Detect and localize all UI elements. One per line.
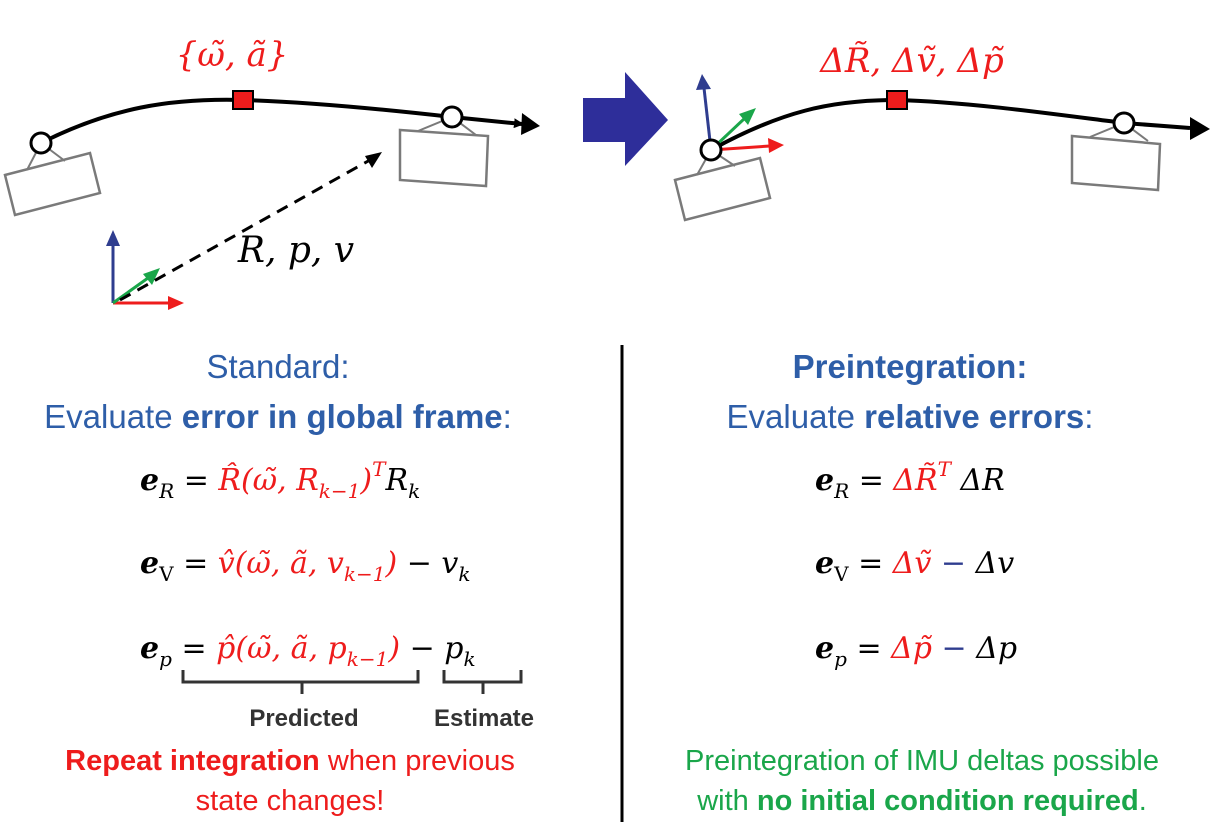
left-start-node — [29, 131, 53, 155]
global-pose-arrowhead — [365, 152, 382, 168]
standard-column: Standard: Evaluate error in global frame… — [44, 348, 534, 817]
preintegration-subtitle: Evaluate relative errors: — [727, 398, 1094, 435]
left-end-node — [440, 105, 464, 129]
global-pose-dashed-arrow — [119, 158, 371, 302]
standard-note-line2: state changes! — [196, 785, 385, 817]
preintegration-note-line1: Preintegration of IMU deltas possible — [685, 745, 1159, 777]
right-camera-end — [1070, 121, 1162, 192]
standard-title: Standard: — [206, 348, 349, 385]
standard-note-line1: Repeat integration when previous — [65, 745, 515, 777]
left-imu-label: {ω̃, ã} — [176, 35, 289, 75]
preintegration-eq-velocity: eV = Δṽ − Δv — [815, 546, 1014, 586]
estimate-brace — [442, 670, 523, 694]
right-trajectory-diagram: ΔR̃, Δṽ, Δp̃ — [673, 41, 1210, 222]
left-trajectory-diagram: {ω̃, ã} R, p, v — [3, 35, 540, 310]
standard-eq-position: ep = p̂(ω̃, ã, pk−1) − pk — [140, 631, 476, 671]
left-camera-start — [3, 141, 102, 217]
right-start-node — [699, 138, 723, 162]
global-pose-label: R, p, v — [237, 230, 354, 271]
global-frame-axes — [106, 230, 184, 310]
right-camera-start — [673, 148, 772, 222]
left-trajectory-arrowhead — [521, 113, 540, 135]
left-camera-end — [398, 115, 490, 188]
predicted-label: Predicted — [249, 705, 358, 732]
preintegration-eq-position: ep = Δp̃ − Δp — [815, 631, 1017, 671]
transition-arrow — [583, 72, 668, 166]
right-delta-label: ΔR̃, Δṽ, Δp̃ — [818, 41, 1005, 81]
preintegration-eq-rotation: eR = ΔR̃T ΔR — [815, 457, 1005, 503]
right-end-node — [1112, 111, 1136, 135]
standard-eq-velocity: eV = v̂(ω̃, ã, vk−1) − vk — [140, 546, 470, 586]
preintegration-note-line2: with no initial condition required. — [696, 785, 1147, 817]
estimate-label: Estimate — [434, 705, 534, 732]
preintegration-column: Preintegration: Evaluate relative errors… — [685, 348, 1159, 817]
standard-subtitle: Evaluate error in global frame: — [44, 398, 512, 435]
right-trajectory-arrowhead — [1190, 117, 1210, 140]
right-imu-measurement-node — [886, 90, 908, 110]
standard-eq-rotation: eR = R̂(ω̃, Rk−1)TRk — [140, 457, 420, 503]
predicted-brace — [181, 670, 420, 694]
preintegration-title: Preintegration: — [793, 348, 1028, 385]
left-imu-measurement-node — [232, 90, 254, 110]
